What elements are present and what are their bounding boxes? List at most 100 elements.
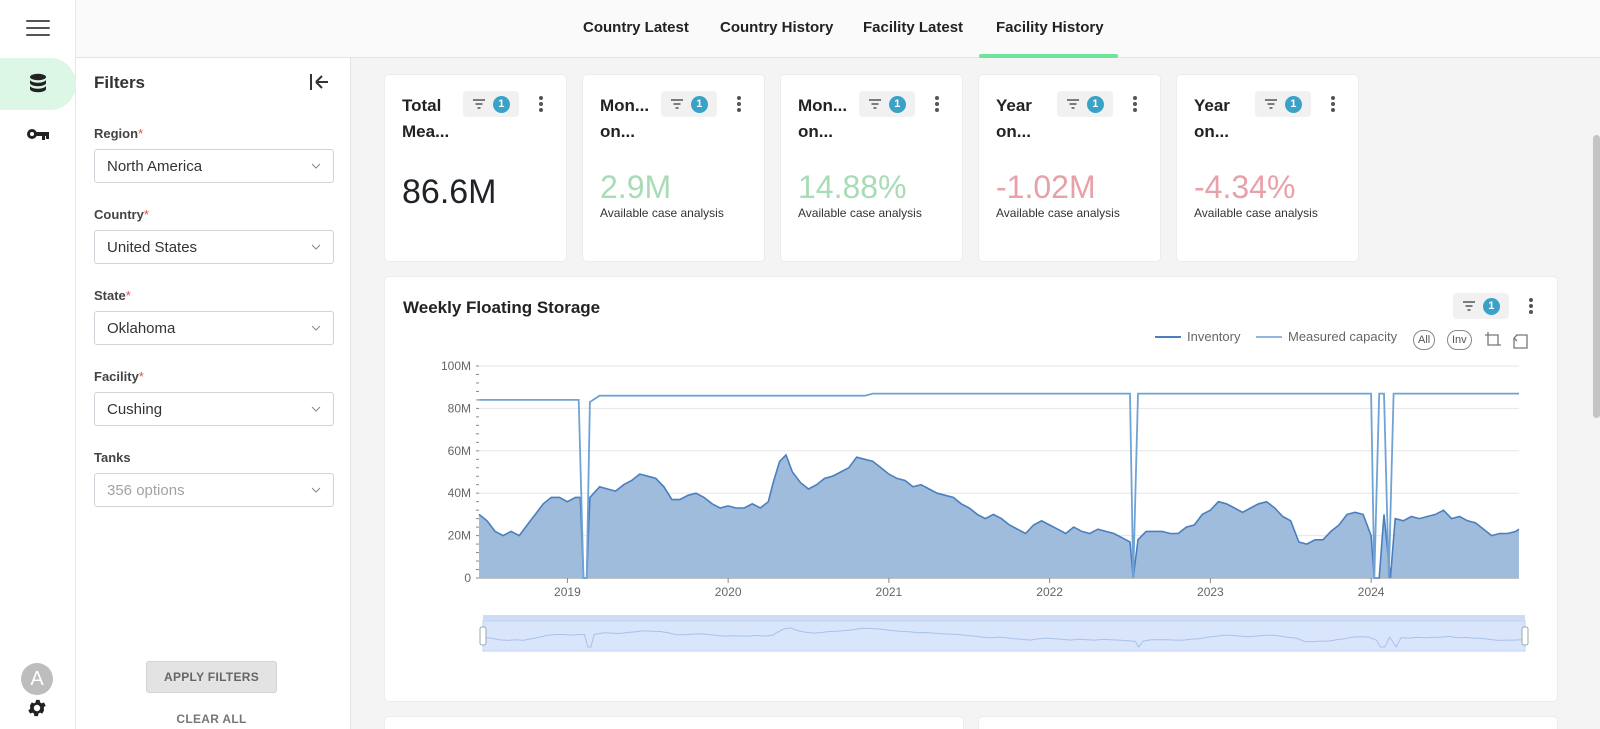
more-options-icon[interactable] bbox=[1129, 92, 1141, 116]
state-filter: State* Oklahoma bbox=[94, 288, 334, 345]
inventory-line bbox=[478, 453, 1520, 579]
gear-icon[interactable] bbox=[26, 697, 48, 719]
filter-icon bbox=[1463, 301, 1476, 311]
x-tick-label: 2024 bbox=[1358, 585, 1385, 599]
kpi-value: 86.6M bbox=[402, 173, 497, 211]
kpi-title: Mon... on... bbox=[798, 96, 848, 141]
kpi-filter-chip[interactable]: 1 bbox=[1057, 91, 1113, 117]
zoom-reset-icon[interactable] bbox=[1511, 331, 1529, 349]
more-options-icon[interactable] bbox=[1525, 294, 1537, 318]
facility-select[interactable]: Cushing bbox=[94, 392, 334, 426]
state-select[interactable]: Oklahoma bbox=[94, 311, 334, 345]
tab-country-history[interactable]: Country History bbox=[720, 19, 834, 36]
y-tick-label: 0 bbox=[464, 571, 471, 585]
filter-icon bbox=[869, 99, 882, 109]
y-tick-label: 60M bbox=[448, 444, 471, 458]
filter-count-badge: 1 bbox=[690, 95, 708, 113]
zoom-slider-right-handle bbox=[1521, 626, 1529, 646]
facility-label: Facility bbox=[94, 369, 139, 384]
collapse-panel-icon[interactable] bbox=[308, 72, 330, 92]
filter-count-badge: 1 bbox=[1086, 95, 1104, 113]
tanks-select[interactable]: 356 options bbox=[94, 473, 334, 507]
database-icon bbox=[30, 73, 46, 93]
kpi-filter-chip[interactable]: 1 bbox=[661, 91, 717, 117]
legend-measured-capacity[interactable]: Measured capacity bbox=[1256, 329, 1397, 344]
next-card-left bbox=[385, 717, 963, 729]
filter-icon bbox=[671, 99, 684, 109]
filter-icon bbox=[473, 99, 486, 109]
left-rail: A bbox=[0, 0, 76, 729]
kpi-card: Mon... on... 1 14.88% Available case analys… bbox=[781, 75, 962, 261]
key-icon bbox=[27, 129, 49, 140]
nav-key[interactable] bbox=[0, 118, 76, 150]
inverse-selection-button[interactable]: Inv bbox=[1447, 330, 1472, 350]
show-all-button[interactable]: All bbox=[1413, 330, 1436, 350]
more-options-icon[interactable] bbox=[1327, 92, 1339, 116]
tab-facility-history[interactable]: Facility History bbox=[996, 19, 1104, 36]
kpi-title: Mon... on... bbox=[600, 96, 650, 141]
filter-count-badge: 1 bbox=[492, 95, 510, 113]
kpi-value: 14.88% bbox=[798, 169, 907, 205]
more-options-icon[interactable] bbox=[535, 92, 547, 116]
chart-title: Weekly Floating Storage bbox=[403, 298, 601, 317]
more-options-icon[interactable] bbox=[931, 92, 943, 116]
kpi-subtitle: Available case analysis bbox=[1194, 206, 1318, 220]
kpi-card: Year on... 1 -1.02M Available case analysis bbox=[979, 75, 1160, 261]
region-select[interactable]: North America bbox=[94, 149, 334, 183]
y-tick-label: 80M bbox=[448, 401, 471, 415]
kpi-title: Total Mea... bbox=[402, 96, 450, 141]
avatar[interactable]: A bbox=[21, 663, 53, 695]
kpi-filter-chip[interactable]: 1 bbox=[1255, 91, 1311, 117]
legend-swatch-capacity bbox=[1256, 335, 1282, 338]
y-tick-label: 40M bbox=[448, 486, 471, 500]
kpi-value: -4.34% bbox=[1194, 169, 1296, 205]
page-scrollbar[interactable] bbox=[1593, 135, 1600, 418]
country-filter: Country* United States bbox=[94, 207, 334, 264]
nav-database[interactable] bbox=[0, 58, 76, 110]
state-label: State bbox=[94, 288, 126, 303]
more-options-icon[interactable] bbox=[733, 92, 745, 116]
active-tab-indicator bbox=[979, 54, 1118, 58]
kpi-value: -1.02M bbox=[996, 169, 1096, 205]
apply-filters-button[interactable]: APPLY FILTERS bbox=[146, 661, 277, 693]
x-tick-label: 2023 bbox=[1197, 585, 1224, 599]
tanks-filter: Tanks 356 options bbox=[94, 450, 334, 507]
filter-count-badge: 1 bbox=[1284, 95, 1302, 113]
kpi-card: Total Mea... 1 86.6M bbox=[385, 75, 566, 261]
country-select[interactable]: United States bbox=[94, 230, 334, 264]
filter-icon bbox=[1067, 99, 1080, 109]
tab-facility-latest[interactable]: Facility Latest bbox=[863, 19, 964, 36]
filter-count-badge: 1 bbox=[888, 95, 906, 113]
kpi-subtitle: Available case analysis bbox=[600, 206, 724, 220]
x-tick-label: 2019 bbox=[554, 585, 581, 599]
legend-inventory[interactable]: Inventory bbox=[1155, 329, 1240, 344]
tab-country-latest[interactable]: Country Latest bbox=[583, 19, 689, 36]
chart-filter-chip[interactable]: 1 bbox=[1453, 293, 1509, 319]
chevron-down-icon bbox=[311, 406, 321, 412]
zoom-select-icon[interactable] bbox=[1484, 331, 1502, 349]
inventory-area bbox=[479, 455, 1519, 578]
zoom-slider-preview bbox=[482, 627, 1526, 648]
kpi-card: Mon... on... 1 2.9M Available case analysis bbox=[583, 75, 764, 261]
chevron-down-icon bbox=[311, 163, 321, 169]
y-tick-label: 20M bbox=[448, 529, 471, 543]
filters-panel: Filters Region* North America Country* U… bbox=[76, 58, 351, 729]
chevron-down-icon bbox=[311, 325, 321, 331]
menu-icon[interactable] bbox=[26, 20, 50, 38]
filter-icon bbox=[1265, 99, 1278, 109]
top-tab-bar: Country Latest Country History Facility … bbox=[76, 0, 1600, 58]
region-filter: Region* North America bbox=[94, 126, 334, 183]
region-label: Region bbox=[94, 126, 139, 141]
kpi-subtitle: Available case analysis bbox=[798, 206, 922, 220]
kpi-title: Year on... bbox=[1194, 96, 1230, 141]
x-tick-label: 2022 bbox=[1036, 585, 1063, 599]
kpi-filter-chip[interactable]: 1 bbox=[859, 91, 915, 117]
clear-all-button[interactable]: CLEAR ALL bbox=[176, 712, 247, 726]
legend-swatch-inventory bbox=[1155, 335, 1181, 338]
country-label: Country bbox=[94, 207, 144, 222]
kpi-filter-chip[interactable]: 1 bbox=[463, 91, 519, 117]
next-card-right bbox=[979, 717, 1557, 729]
zoom-slider-left-handle bbox=[479, 626, 487, 646]
chevron-down-icon bbox=[311, 487, 321, 493]
zoom-slider-track bbox=[482, 620, 1526, 652]
